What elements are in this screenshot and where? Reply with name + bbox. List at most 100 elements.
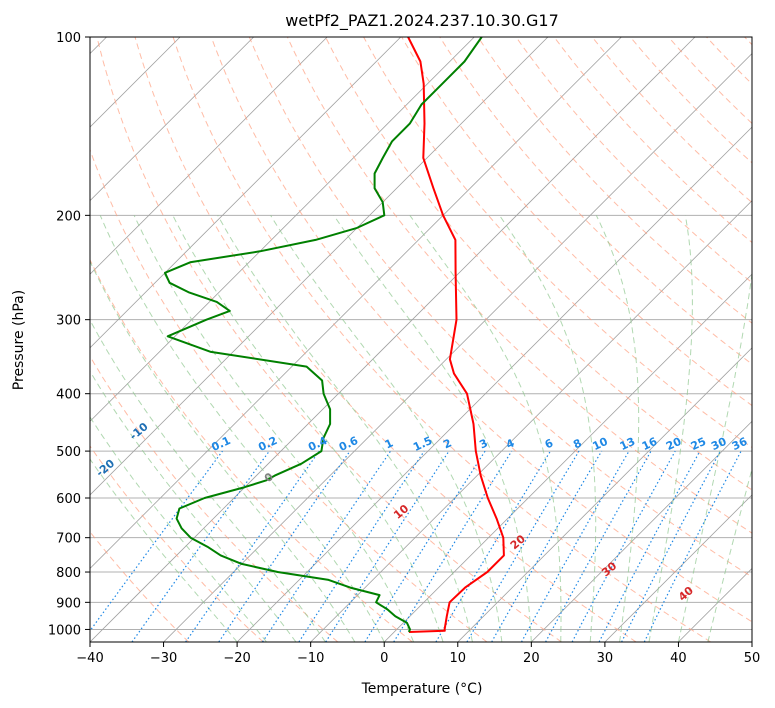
label-layer: 0.1 0.2 0.4 0.6 1 1.5 2 3 4 6 8 10 13 16 20 25 30 36-20-1… <box>94 420 750 604</box>
y-tick-label: 300 <box>56 314 81 329</box>
y-tick-label: 600 <box>56 492 81 507</box>
moist-adiabat <box>90 370 297 642</box>
y-tick-label: 700 <box>56 532 81 547</box>
dry-adiabat <box>90 531 190 642</box>
isotherm <box>236 126 752 642</box>
mixing-ratio-line <box>571 450 676 642</box>
moist-adiabat <box>648 215 693 642</box>
moist-adiabat <box>499 215 597 642</box>
dry-adiabat <box>90 258 413 642</box>
isotherm <box>604 494 752 642</box>
moist-adiabat <box>90 458 238 642</box>
y-tick-label: 100 <box>56 31 81 46</box>
mixing-ratio-line <box>393 450 513 642</box>
mixing-ratio-line <box>598 450 701 642</box>
x-tick-label: −30 <box>150 651 177 666</box>
y-tick-label: 400 <box>56 388 81 403</box>
dry-adiabat <box>286 37 752 534</box>
dry-adiabat <box>744 37 752 46</box>
isotherm <box>90 37 328 275</box>
dry-adiabat <box>134 37 637 642</box>
mixing-ratio-label: 2 <box>441 436 453 451</box>
mixing-ratio-line <box>218 450 351 642</box>
dry-adiabat <box>515 37 752 284</box>
isotherm <box>90 37 696 642</box>
moist-adiabat <box>90 260 356 642</box>
mixing-ratio-line <box>643 450 742 642</box>
data-layer <box>164 37 505 633</box>
mixing-ratio-line <box>545 450 652 642</box>
moist-adiabat-label: 40 <box>676 584 696 604</box>
isotherm <box>678 567 752 642</box>
mixing-ratio-line <box>90 450 223 632</box>
moist-adiabat <box>677 270 752 642</box>
x-tick-label: −10 <box>297 651 324 666</box>
mixing-ratio-line <box>466 450 580 642</box>
mixing-ratio-line <box>298 450 425 642</box>
mixing-ratio-label: 30 <box>709 435 729 453</box>
isotherm <box>751 641 752 642</box>
moist-adiabat <box>172 215 444 642</box>
moist-adiabat <box>707 467 752 642</box>
mixing-ratio-line <box>364 450 486 642</box>
moist-adiabat <box>595 215 640 642</box>
x-tick-label: −20 <box>223 651 250 666</box>
y-tick-label: 900 <box>56 596 81 611</box>
dry-adiabat <box>706 37 752 85</box>
x-axis-label: Temperature (°C) <box>361 681 483 697</box>
mixing-ratio-line <box>261 450 391 642</box>
mixing-ratio-line <box>325 450 450 642</box>
moist-adiabat-label: 10 <box>391 502 411 522</box>
mixing-ratio-label: 25 <box>689 435 708 453</box>
moist-adiabat <box>333 215 532 642</box>
dry-adiabat <box>629 37 752 164</box>
mixing-ratio-label: 4 <box>504 436 517 451</box>
moist-adiabat <box>270 215 503 642</box>
y-tick-label: 800 <box>56 566 81 581</box>
x-tick-label: 20 <box>523 651 540 666</box>
isotherm <box>90 37 622 569</box>
dry-adiabat <box>439 37 752 365</box>
dry-adiabat <box>90 445 264 642</box>
dry-adiabat <box>96 37 562 642</box>
mixing-ratio-line <box>185 450 320 642</box>
x-tick-label: 40 <box>670 651 687 666</box>
moist-adiabat-label: 20 <box>508 532 528 552</box>
dry-adiabat <box>172 37 712 642</box>
isotherm <box>531 420 752 642</box>
mixing-ratio-label: 36 <box>730 435 750 453</box>
dry-adiabat-label: -10 <box>127 420 151 443</box>
x-tick-label: 50 <box>744 651 761 666</box>
isotherm <box>457 347 752 642</box>
mixing-ratio-line <box>131 450 270 642</box>
moist-adiabat <box>409 215 562 642</box>
mixing-ratio-label: 20 <box>664 435 684 453</box>
mixing-ratio-label: 16 <box>640 435 660 453</box>
dry-adiabat-label: -20 <box>94 457 118 480</box>
moist-adiabat <box>99 215 385 642</box>
y-tick-label: 500 <box>56 445 81 460</box>
isotherm <box>90 37 402 349</box>
dewpoint-line <box>164 37 483 633</box>
dry-adiabat <box>325 37 752 491</box>
dry-adiabat <box>90 148 488 642</box>
dry-adiabat <box>248 37 752 578</box>
x-tick-label: 10 <box>450 651 467 666</box>
y-tick-label: 1000 <box>48 623 81 638</box>
isotherm <box>90 37 254 202</box>
x-tick-label: −40 <box>76 651 103 666</box>
grid-layer <box>90 37 752 642</box>
mixing-ratio-label: 6 <box>543 436 556 451</box>
mixing-ratio-label: 13 <box>618 435 637 453</box>
dry-adiabat <box>210 37 752 623</box>
dry-adiabat <box>668 37 752 125</box>
dry-adiabat <box>90 355 339 642</box>
dry-adiabat <box>591 37 752 204</box>
plot-frame <box>89 36 753 643</box>
isotherm <box>163 53 752 642</box>
mixing-ratio-label: 10 <box>590 435 610 453</box>
mixing-ratio-line <box>520 450 630 642</box>
isotherm <box>383 273 752 642</box>
moist-adiabat-label: 30 <box>599 559 619 579</box>
